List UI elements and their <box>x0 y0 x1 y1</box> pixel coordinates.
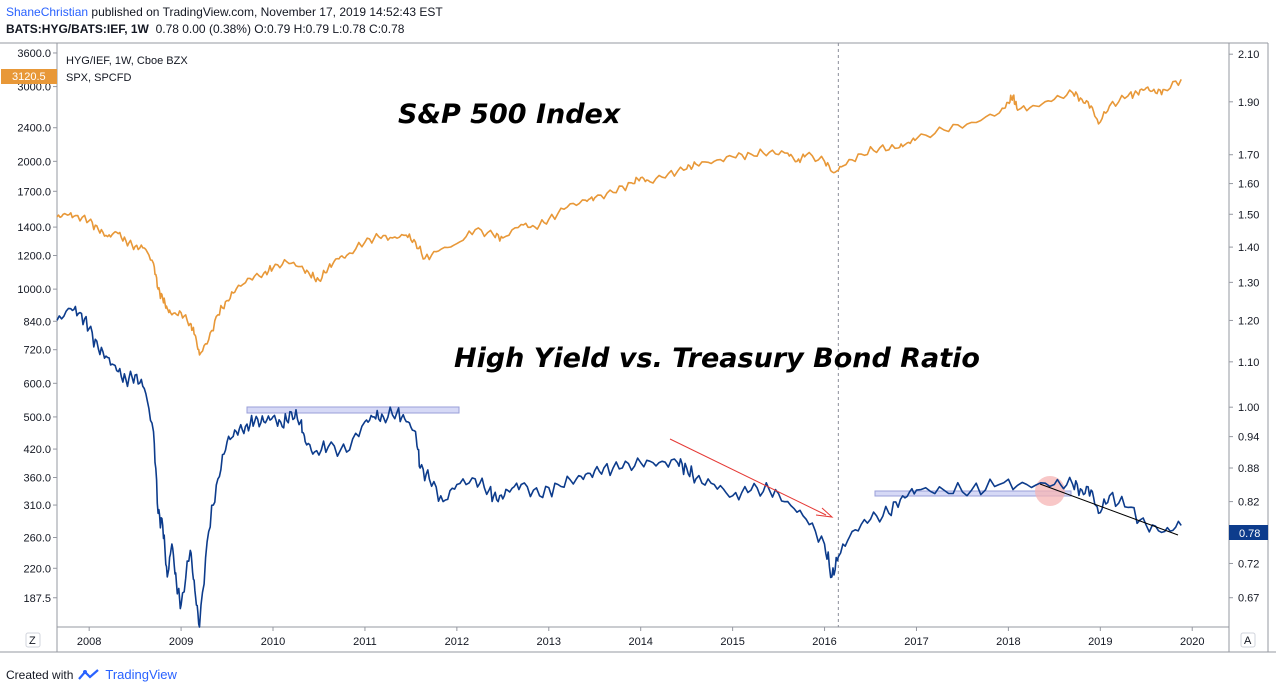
resistance-zone-2017[interactable] <box>874 490 1072 497</box>
right-tick-label: 1.50 <box>1238 209 1259 221</box>
ratio-price-badge-text: 0.78 <box>1239 528 1260 540</box>
left-tick-label: 1200.0 <box>17 251 51 263</box>
right-axis[interactable]: 2.10 1.90 1.70 1.60 1.50 1.40 1.30 1.20 1.10 1.00… <box>1229 49 1259 605</box>
time-tick-label: 2018 <box>996 636 1020 648</box>
author-link[interactable]: ShaneChristian <box>6 5 89 19</box>
annotation-ratio[interactable]: High Yield vs. Treasury Bond Ratio <box>454 343 980 374</box>
spx-price-badge-text: 3120.5 <box>12 71 46 83</box>
left-tick-label: 420.0 <box>23 444 51 456</box>
time-tick-label: 2014 <box>628 636 652 648</box>
right-tick-label: 2.10 <box>1238 49 1259 61</box>
time-tick-label: 2015 <box>720 636 744 648</box>
left-tick-label: 2400.0 <box>17 123 51 135</box>
symbol-label: BATS:HYG/BATS:IEF, 1W <box>6 22 149 36</box>
tradingview-brand[interactable]: TradingView <box>105 667 177 682</box>
footer: Created with TradingView <box>6 667 177 682</box>
right-tick-label: 0.88 <box>1238 463 1259 475</box>
right-tick-label: 0.72 <box>1238 558 1259 570</box>
downtrend-arrow[interactable] <box>669 438 827 516</box>
right-tick-label: 1.00 <box>1238 402 1259 414</box>
left-tick-label: 1000.0 <box>17 284 51 296</box>
left-tick-label: 260.0 <box>23 532 51 544</box>
highlight-circle[interactable] <box>1035 476 1065 506</box>
tradingview-logo-icon <box>78 668 100 680</box>
right-tick-label: 0.94 <box>1238 432 1259 444</box>
series-layer <box>56 79 1182 628</box>
right-tick-label: 0.82 <box>1238 497 1259 509</box>
time-tick-label: 2012 <box>445 636 469 648</box>
published-text: published on TradingView.com, November 1… <box>88 5 443 19</box>
auto-scale-right-button[interactable] <box>1240 632 1256 648</box>
time-axis[interactable]: 2008 2009 2010 2011 2012 2013 2014 2015 2016 2017… <box>77 627 1205 648</box>
legend-spx[interactable]: SPX, SPCFD <box>66 72 131 84</box>
left-tick-label: 3600.0 <box>17 48 51 60</box>
right-tick-label: 1.70 <box>1238 150 1259 162</box>
ratio-price-badge <box>1229 525 1268 540</box>
right-tick-label: 1.30 <box>1238 277 1259 289</box>
right-tick-label: 1.90 <box>1238 97 1259 109</box>
time-tick-label: 2019 <box>1088 636 1112 648</box>
time-tick-label: 2017 <box>904 636 928 648</box>
left-tick-label: 187.5 <box>23 593 51 605</box>
annotation-sp500[interactable]: S&P 500 Index <box>398 99 622 130</box>
time-tick-label: 2020 <box>1180 636 1204 648</box>
left-tick-label: 3000.0 <box>17 82 51 94</box>
spx-price-badge <box>1 69 57 84</box>
left-tick-label: 500.0 <box>23 412 51 424</box>
ohlc-readout: 0.78 0.00 (0.38%) O:0.79 H:0.79 L:0.78 C… <box>155 22 405 36</box>
right-tick-label: 1.40 <box>1238 242 1259 254</box>
left-axis[interactable]: 3600.0 3000.0 2400.0 2000.0 1700.0 1400.0 1200… <box>17 48 57 605</box>
left-tick-label: 220.0 <box>23 563 51 575</box>
auto-scale-right-label: A <box>1244 635 1252 647</box>
trendline[interactable] <box>1039 483 1179 536</box>
auto-scale-left-button[interactable] <box>25 632 41 648</box>
time-tick-label: 2013 <box>537 636 561 648</box>
time-tick-label: 2011 <box>353 636 377 648</box>
left-tick-label: 1400.0 <box>17 222 51 234</box>
time-tick-label: 2016 <box>812 636 836 648</box>
legend-ratio[interactable]: HYG/IEF, 1W, Cboe BZX <box>66 55 188 67</box>
left-tick-label: 720.0 <box>23 345 51 357</box>
created-with-label: Created with <box>6 667 74 682</box>
right-tick-label: 1.10 <box>1238 357 1259 369</box>
plot-frame <box>56 42 1230 628</box>
right-tick-label: 1.20 <box>1238 315 1259 327</box>
time-tick-label: 2009 <box>169 636 193 648</box>
symbol-info: BATS:HYG/BATS:IEF, 1W 0.78 0.00 (0.38%) … <box>6 22 404 36</box>
left-tick-label: 360.0 <box>23 472 51 484</box>
left-tick-label: 600.0 <box>23 378 51 390</box>
left-tick-label: 310.0 <box>23 500 51 512</box>
downtrend-arrowhead <box>815 507 834 518</box>
left-tick-label: 2000.0 <box>17 156 51 168</box>
auto-scale-left-label: Z <box>29 635 36 647</box>
right-tick-label: 0.67 <box>1238 593 1259 605</box>
left-tick-label: 1700.0 <box>17 186 51 198</box>
time-tick-label: 2008 <box>77 636 101 648</box>
right-tick-label: 1.60 <box>1238 179 1259 191</box>
left-tick-label: 840.0 <box>23 316 51 328</box>
publish-info: ShaneChristian published on TradingView.… <box>6 5 443 19</box>
resistance-zone-2010[interactable] <box>246 406 460 414</box>
time-tick-label: 2010 <box>261 636 285 648</box>
